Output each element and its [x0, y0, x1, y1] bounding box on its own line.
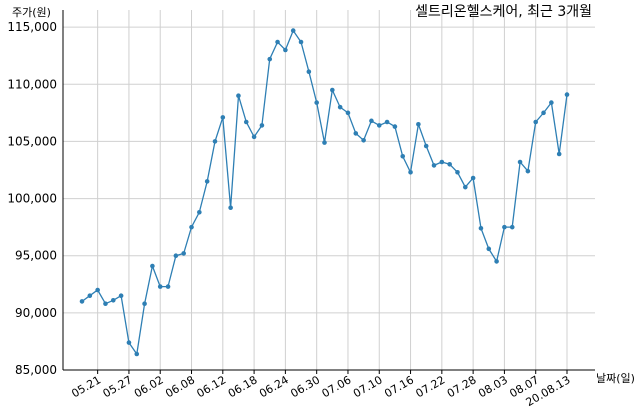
price-point — [189, 224, 194, 230]
price-point — [95, 287, 100, 293]
price-point — [267, 56, 273, 62]
price-point — [423, 143, 429, 149]
price-point — [431, 163, 437, 168]
x-tick-label: 06.08 — [163, 373, 197, 400]
price-point — [322, 140, 327, 145]
price-point — [478, 225, 484, 231]
price-point — [197, 209, 202, 215]
price-point — [243, 119, 249, 125]
price-point — [220, 115, 226, 120]
price-point — [541, 110, 546, 116]
price-point — [455, 169, 460, 175]
x-tick-label: 06.24 — [257, 373, 291, 400]
y-tick-label: 85,000 — [15, 363, 57, 377]
price-point — [275, 39, 280, 45]
y-tick-label: 105,000 — [7, 134, 57, 148]
x-tick-label: 07.16 — [382, 373, 416, 400]
price-point — [400, 153, 406, 159]
x-tick-label: 07.28 — [445, 373, 479, 400]
price-point — [345, 110, 351, 116]
x-tick-label: 08.03 — [476, 373, 510, 400]
x-tick-label: 06.30 — [288, 373, 322, 400]
price-point — [416, 121, 421, 127]
price-point — [470, 175, 476, 181]
x-tick-label: 07.22 — [414, 373, 448, 400]
price-point — [126, 340, 132, 345]
y-tick-label: 115,000 — [7, 20, 57, 34]
y-tick-label: 95,000 — [15, 249, 57, 263]
price-point — [384, 119, 390, 125]
price-point — [447, 161, 452, 167]
series-layer — [79, 28, 570, 357]
price-point — [87, 293, 93, 299]
price-point — [298, 39, 304, 45]
price-point — [212, 139, 218, 144]
price-point — [157, 284, 163, 289]
price-series-line — [81, 29, 568, 356]
price-point — [118, 293, 124, 299]
axis-layer — [62, 10, 595, 371]
price-point — [556, 151, 562, 157]
price-point — [110, 297, 116, 303]
price-point — [369, 118, 374, 124]
price-point — [533, 119, 539, 125]
price-point — [439, 159, 445, 165]
price-point — [306, 69, 312, 75]
x-tick-label: 06.02 — [132, 373, 166, 400]
price-point — [259, 123, 265, 128]
price-point — [517, 159, 523, 165]
y-tick-label: 100,000 — [7, 192, 57, 206]
price-point — [376, 123, 382, 128]
y-tick-labels: 85,000 90,000 95,000 100,000 105,000 110,000 1… — [7, 20, 57, 377]
grid-layer — [63, 10, 595, 374]
price-point — [150, 263, 155, 269]
price-point — [494, 259, 499, 264]
price-point — [236, 93, 241, 99]
chart-title: 셀트리온헬스케어, 최근 3개월 — [415, 4, 592, 20]
price-point — [290, 28, 296, 33]
x-tick-label: 05.21 — [69, 373, 103, 400]
price-point — [463, 184, 468, 190]
price-point — [251, 134, 257, 140]
price-point — [392, 124, 398, 129]
x-tick-label: 06.12 — [195, 373, 229, 400]
price-point — [181, 251, 186, 256]
price-point — [337, 104, 343, 110]
price-point — [486, 246, 492, 252]
x-tick-label: 07.10 — [351, 373, 385, 400]
price-point — [525, 168, 531, 174]
price-point — [283, 47, 288, 53]
price-point — [361, 137, 366, 143]
x-tick-label: 05.27 — [101, 373, 135, 400]
price-point — [134, 351, 140, 357]
price-point — [330, 87, 335, 93]
price-point — [509, 224, 515, 230]
x-axis-label: 날짜(일) — [596, 371, 635, 385]
y-tick-label: 90,000 — [15, 306, 57, 320]
price-point — [165, 284, 171, 289]
y-axis-label: 주가(원) — [12, 6, 51, 19]
x-tick-label: 07.06 — [320, 373, 354, 400]
price-point — [549, 100, 554, 105]
price-point — [103, 301, 108, 307]
x-tick-labels: 05.2105.2706.0206.0806.1206.1806.2406.30… — [69, 373, 572, 409]
price-point — [564, 92, 570, 97]
price-point — [502, 224, 507, 230]
price-point — [204, 179, 210, 184]
price-point — [228, 205, 233, 211]
price-point — [142, 301, 147, 307]
price-point — [353, 131, 359, 136]
price-point — [408, 169, 413, 175]
y-tick-label: 110,000 — [7, 77, 57, 91]
x-tick-label: 06.18 — [226, 373, 260, 400]
price-point — [314, 100, 319, 105]
price-point — [79, 299, 85, 304]
price-point — [173, 253, 179, 259]
